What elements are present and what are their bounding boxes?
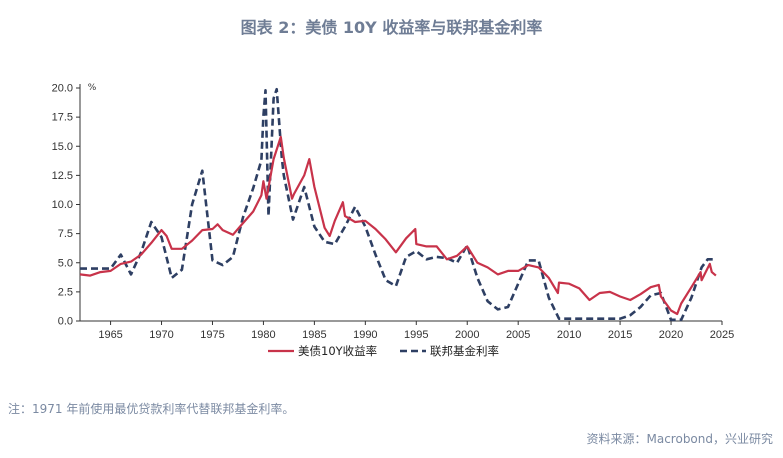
y-axis-ticks: 0.0 2.5 5.0 7.5 10.0 12.5 15.0 17.5 20.0 xyxy=(52,83,80,328)
x-tick-label: 1990 xyxy=(353,329,377,341)
x-tick-label: 1980 xyxy=(251,329,275,341)
x-tick-label: 1975 xyxy=(200,329,224,341)
y-tick-label: 7.5 xyxy=(58,228,73,240)
x-tick-label: 2000 xyxy=(455,329,479,341)
y-tick-label: 5.0 xyxy=(58,257,73,269)
y-tick-label: 15.0 xyxy=(52,141,73,153)
y-axis-unit: % xyxy=(88,83,97,93)
legend: 美债10Y收益率 联邦基金利率 xyxy=(268,344,499,358)
y-tick-label: 17.5 xyxy=(52,112,73,124)
chart-source: 资料来源：Macrobond，兴业研究 xyxy=(586,432,774,446)
y-tick-label: 2.5 xyxy=(58,286,73,298)
x-tick-label: 2010 xyxy=(557,329,581,341)
x-tick-label: 1965 xyxy=(98,329,122,341)
x-axis-ticks: 1965 1970 1975 1980 1985 1990 1995 2000 2005 2010… xyxy=(98,321,734,341)
x-tick-label: 2015 xyxy=(608,329,632,341)
axes: % xyxy=(79,83,722,322)
x-tick-label: 2025 xyxy=(710,329,734,341)
series-line-treasury-10y xyxy=(79,135,717,316)
y-tick-label: 12.5 xyxy=(52,170,73,182)
y-tick-label: 20.0 xyxy=(52,83,73,95)
x-tick-label: 2005 xyxy=(506,329,530,341)
series-lines xyxy=(79,87,717,322)
x-tick-label: 2020 xyxy=(659,329,683,341)
x-tick-label: 1985 xyxy=(302,329,326,341)
y-tick-label: 10.0 xyxy=(52,199,73,211)
legend-label-treasury-10y: 美债10Y收益率 xyxy=(298,344,377,358)
chart-note: 注：1971 年前使用最优贷款利率代替联邦基金利率。 xyxy=(8,402,295,416)
legend-label-fed-funds: 联邦基金利率 xyxy=(430,344,499,358)
x-tick-label: 1970 xyxy=(149,329,173,341)
chart-title: 图表 2：美债 10Y 收益率与联邦基金利率 xyxy=(240,18,543,37)
series-line-fed-funds xyxy=(80,87,716,322)
x-tick-label: 1995 xyxy=(404,329,428,341)
y-tick-label: 0.0 xyxy=(58,316,73,328)
line-chart: % 0.02.55.07.510.012.515.017.520.0 1965 1… xyxy=(52,83,735,359)
